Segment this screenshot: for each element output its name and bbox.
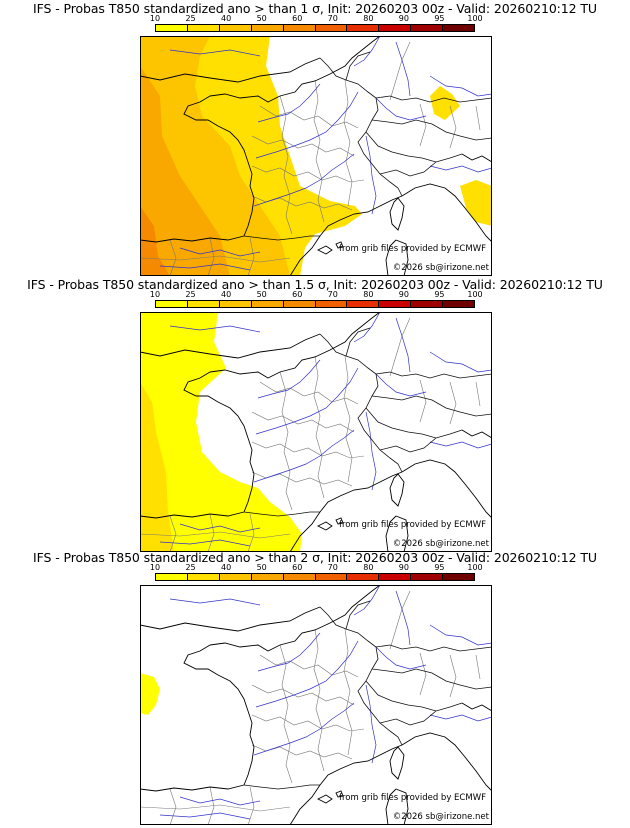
colorbar-tick-label: 40 xyxy=(221,563,232,572)
colorbar-tick-label: 80 xyxy=(363,290,374,299)
copyright: ©2026 sb@irizone.net xyxy=(392,539,489,549)
colorbar-swatch xyxy=(411,25,444,31)
colorbar-tick-label: 40 xyxy=(221,290,232,299)
colorbar xyxy=(155,573,475,581)
probability-map[interactable]: from grib files provided by ECMWF ©2026 … xyxy=(140,312,492,552)
colorbar-swatch xyxy=(347,574,380,580)
colorbar-swatch xyxy=(156,25,188,31)
colorbar-tick-label: 90 xyxy=(398,290,409,299)
colorbar xyxy=(155,24,475,32)
colorbar-tick-label: 50 xyxy=(256,14,267,23)
colorbar-tick-label: 70 xyxy=(327,14,338,23)
copyright: ©2026 sb@irizone.net xyxy=(392,263,489,273)
colorbar-swatch xyxy=(156,574,188,580)
colorbar-tick-label: 60 xyxy=(292,290,303,299)
colorbar-swatch xyxy=(379,301,412,307)
prob-zone-10-ne xyxy=(430,86,460,120)
colorbar-tick-label: 10 xyxy=(149,563,161,572)
colorbar-swatch xyxy=(187,574,220,580)
colorbar-swatch xyxy=(379,574,412,580)
colorbar-swatch xyxy=(347,301,380,307)
panel-1-5sigma: IFS - Probas T850 standardized ano > tha… xyxy=(0,276,630,552)
colorbar-swatch xyxy=(283,301,316,307)
colorbar-tick-label: 100 xyxy=(467,14,483,23)
colorbar-ticks: 10 25 40 50 60 70 80 90 95 100 xyxy=(150,563,483,573)
colorbar-swatch xyxy=(251,301,284,307)
colorbar-tick-label: 10 xyxy=(149,14,161,23)
prob-zone-10-e xyxy=(460,180,492,226)
colorbar-tick-label: 70 xyxy=(327,563,338,572)
colorbar-swatch xyxy=(443,574,475,580)
colorbar-swatch xyxy=(251,25,284,31)
colorbar-tick-label: 10 xyxy=(149,290,161,299)
colorbar-tick-label: 80 xyxy=(363,14,374,23)
probability-map[interactable]: from grib files provided by ECMWF ©2026 … xyxy=(140,585,492,825)
colorbar-swatch xyxy=(411,301,444,307)
colorbar xyxy=(155,300,475,308)
colorbar-swatch xyxy=(315,25,348,31)
prob-zone-10 xyxy=(140,312,302,552)
panel-2sigma: IFS - Probas T850 standardized ano > tha… xyxy=(0,549,630,825)
prob-zone-10 xyxy=(140,673,160,715)
panel-1sigma: IFS - Probas T850 standardized ano > tha… xyxy=(0,0,630,276)
colorbar-tick-label: 40 xyxy=(221,14,232,23)
colorbar-tick-label: 100 xyxy=(467,290,483,299)
colorbar-swatch xyxy=(219,301,252,307)
colorbar-tick-label: 95 xyxy=(434,563,445,572)
colorbar-swatch xyxy=(219,25,252,31)
colorbar-tick-label: 25 xyxy=(185,14,196,23)
panel-title: IFS - Probas T850 standardized ano > tha… xyxy=(33,1,597,16)
probability-map[interactable]: from grib files provided by ECMWF ©2026 … xyxy=(140,36,492,276)
source-credit: from grib files provided by ECMWF xyxy=(339,520,486,530)
colorbar-swatch xyxy=(411,574,444,580)
colorbar-swatch xyxy=(379,25,412,31)
colorbar-swatch xyxy=(251,574,284,580)
colorbar-swatch xyxy=(283,25,316,31)
colorbar-tick-label: 60 xyxy=(292,563,303,572)
colorbar-swatch xyxy=(283,574,316,580)
map-canvas xyxy=(140,36,492,276)
colorbar-tick-label: 50 xyxy=(256,563,267,572)
colorbar-tick-label: 95 xyxy=(434,14,445,23)
colorbar-tick-label: 100 xyxy=(467,563,483,572)
panel-title: IFS - Probas T850 standardized ano > tha… xyxy=(33,550,597,565)
colorbar-swatch xyxy=(187,25,220,31)
colorbar-tick-label: 80 xyxy=(363,563,374,572)
colorbar-swatch xyxy=(443,301,475,307)
map-canvas xyxy=(140,312,492,552)
copyright: ©2026 sb@irizone.net xyxy=(392,812,489,822)
colorbar-tick-label: 95 xyxy=(434,290,445,299)
colorbar-tick-label: 90 xyxy=(398,563,409,572)
colorbar-swatch xyxy=(156,301,188,307)
panel-title: IFS - Probas T850 standardized ano > tha… xyxy=(27,277,603,292)
colorbar-swatch xyxy=(443,25,475,31)
prob-zone-25 xyxy=(140,382,174,552)
colorbar-tick-label: 70 xyxy=(327,290,338,299)
source-credit: from grib files provided by ECMWF xyxy=(339,244,486,254)
colorbar-tick-label: 25 xyxy=(185,563,196,572)
colorbar-swatch xyxy=(315,301,348,307)
prob-zone-40 xyxy=(140,66,230,276)
colorbar-swatch xyxy=(187,301,220,307)
colorbar-ticks: 10 25 40 50 60 70 80 90 95 100 xyxy=(150,290,483,300)
colorbar-tick-label: 90 xyxy=(398,14,409,23)
map-canvas xyxy=(140,585,492,825)
colorbar-swatch xyxy=(347,25,380,31)
colorbar-tick-label: 60 xyxy=(292,14,303,23)
colorbar-swatch xyxy=(315,574,348,580)
source-credit: from grib files provided by ECMWF xyxy=(339,793,486,803)
colorbar-ticks: 10 25 40 50 60 70 80 90 95 100 xyxy=(150,14,483,24)
colorbar-tick-label: 25 xyxy=(185,290,196,299)
colorbar-tick-label: 50 xyxy=(256,290,267,299)
colorbar-swatch xyxy=(219,574,252,580)
